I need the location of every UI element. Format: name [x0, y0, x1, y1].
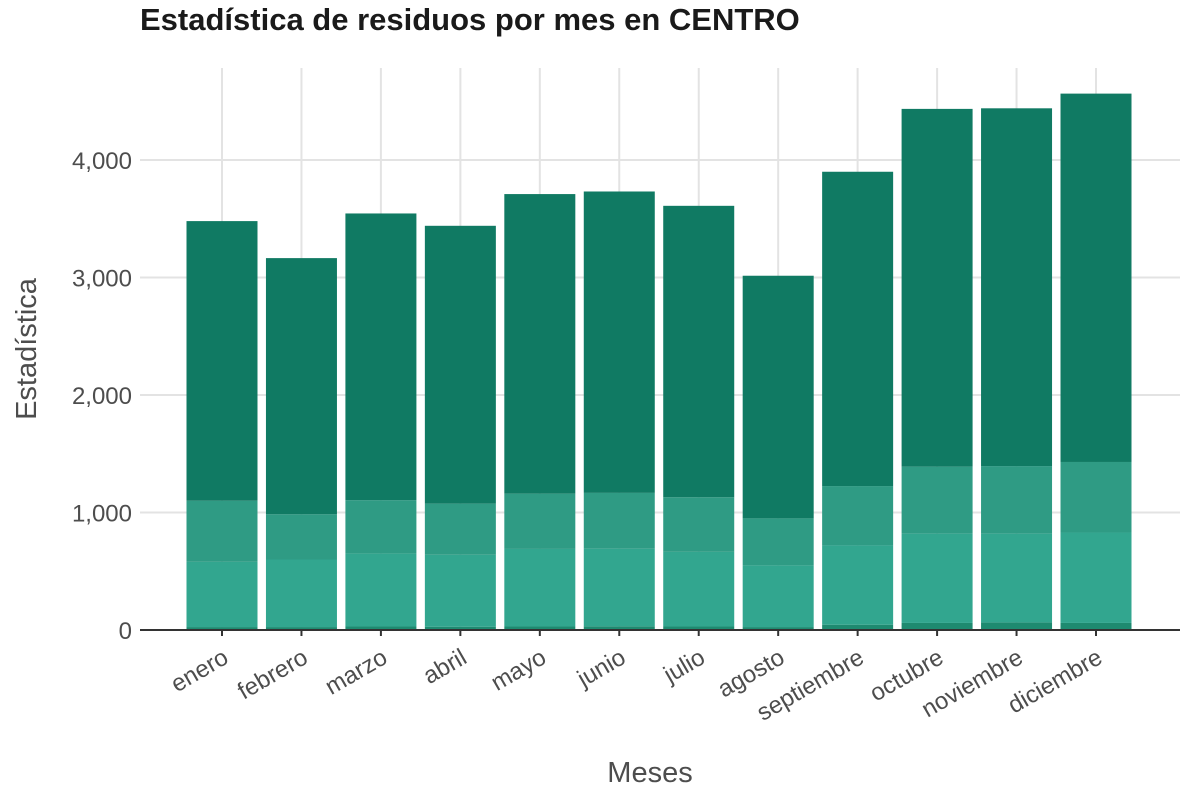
bar-agosto-segment-4	[742, 275, 814, 519]
bar-marzo-segment-2	[345, 553, 417, 627]
bar-junio-segment-1	[583, 626, 655, 630]
bar-agosto-segment-3	[742, 518, 814, 566]
y-tick-labels: 0 1,000 2,000 3,000 4,000	[72, 148, 132, 645]
bar-marzo-segment-4	[345, 213, 417, 501]
y-axis-title: Estadística	[11, 277, 43, 420]
bar-febrero-segment-2	[265, 559, 337, 628]
bar-enero-segment-2	[186, 561, 258, 628]
bar-septiembre-segment-1	[822, 624, 894, 630]
bar-diciembre-segment-2	[1060, 532, 1132, 623]
bar-diciembre-segment-4	[1060, 93, 1132, 462]
bar-septiembre-segment-2	[822, 545, 894, 625]
x-tick-label-julio: julio	[658, 644, 709, 689]
bar-noviembre-segment-1	[981, 622, 1053, 630]
x-tick-labels: enero febrero marzo abril mayo junio julio agos…	[166, 630, 1107, 727]
y-tick-label: 4,000	[72, 148, 132, 175]
bar-enero-segment-1	[186, 627, 258, 630]
bar-agosto-segment-2	[742, 565, 814, 628]
bar-febrero-segment-4	[265, 258, 337, 515]
bar-julio-segment-2	[663, 551, 735, 627]
bar-abril-segment-3	[424, 503, 496, 555]
x-tick-label-abril: abril	[419, 644, 472, 690]
bars	[186, 93, 1132, 630]
bar-enero-segment-3	[186, 500, 258, 562]
x-tick-label-mayo: mayo	[486, 644, 550, 697]
bar-febrero-segment-1	[265, 627, 337, 630]
bar-noviembre-segment-4	[981, 108, 1053, 467]
x-axis-title: Meses	[607, 757, 692, 789]
bar-octubre-segment-1	[901, 622, 973, 630]
bar-septiembre-segment-4	[822, 171, 894, 487]
y-tick-label: 1,000	[72, 501, 132, 528]
bar-junio-segment-4	[583, 191, 655, 493]
bar-octubre-segment-2	[901, 533, 973, 623]
y-tick-label: 3,000	[72, 266, 132, 293]
bar-febrero-segment-3	[265, 514, 337, 560]
bar-mayo-segment-2	[504, 548, 576, 627]
bar-mayo-segment-3	[504, 493, 576, 549]
bar-enero-segment-4	[186, 221, 258, 501]
y-tick-label: 2,000	[72, 383, 132, 410]
bar-septiembre-segment-3	[822, 486, 894, 546]
bar-noviembre-segment-3	[981, 466, 1053, 534]
bar-marzo-segment-1	[345, 626, 417, 630]
bar-julio-segment-1	[663, 626, 735, 630]
bar-noviembre-segment-2	[981, 533, 1053, 623]
y-tick-label: 0	[119, 618, 132, 645]
bar-mayo-segment-1	[504, 626, 576, 630]
bar-diciembre-segment-3	[1060, 461, 1132, 533]
bar-octubre-segment-4	[901, 108, 973, 467]
bar-abril-segment-1	[424, 626, 496, 630]
bar-mayo-segment-4	[504, 194, 576, 494]
bar-diciembre-segment-1	[1060, 622, 1132, 630]
x-tick-label-febrero: febrero	[233, 644, 312, 705]
bar-marzo-segment-3	[345, 500, 417, 554]
bar-agosto-segment-1	[742, 627, 814, 630]
bar-junio-segment-2	[583, 548, 655, 627]
bar-abril-segment-2	[424, 554, 496, 627]
x-tick-label-enero: enero	[166, 644, 233, 698]
chart-title: Estadística de residuos por mes en CENTR…	[140, 2, 800, 37]
bar-junio-segment-3	[583, 492, 655, 549]
bar-abril-segment-4	[424, 225, 496, 504]
bar-octubre-segment-3	[901, 466, 973, 534]
x-tick-label-marzo: marzo	[321, 644, 392, 701]
bar-julio-segment-3	[663, 497, 735, 552]
x-tick-label-junio: junio	[572, 644, 630, 693]
bar-julio-segment-4	[663, 205, 735, 498]
